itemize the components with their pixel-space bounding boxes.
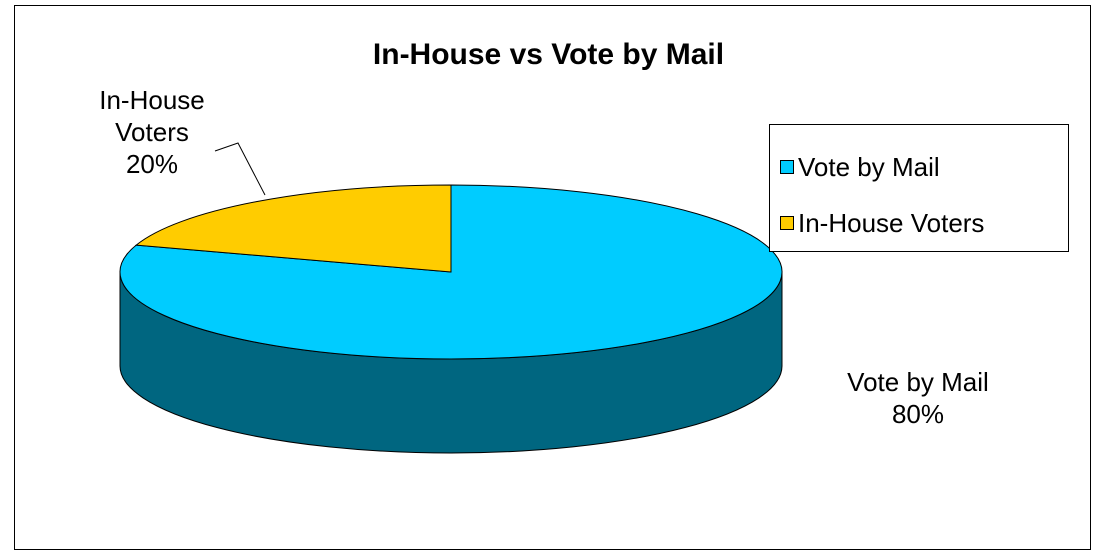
legend: Vote by Mail In-House Voters <box>769 124 1069 252</box>
chart-title: In-House vs Vote by Mail <box>372 38 725 71</box>
legend-swatch-vote-by-mail <box>780 160 794 174</box>
legend-swatch-in-house-voters <box>780 216 794 230</box>
legend-item-in-house-voters: In-House Voters <box>780 205 984 241</box>
pie-slice-vote-by-mail <box>119 184 783 360</box>
legend-label: Vote by Mail <box>798 151 940 182</box>
leader-line <box>214 142 266 196</box>
data-label-percent: 80% <box>891 399 945 429</box>
data-label-line: Voters <box>115 117 189 147</box>
data-label-in-house-voters: In-House Voters 20% <box>72 84 232 180</box>
legend-item-vote-by-mail: Vote by Mail <box>780 149 940 185</box>
legend-label: In-House Voters <box>798 207 985 238</box>
data-label-line: In-House <box>99 85 205 115</box>
data-label-vote-by-mail: Vote by Mail 80% <box>828 366 1008 430</box>
data-label-percent: 20% <box>125 149 179 179</box>
data-label-line: Vote by Mail <box>847 367 989 397</box>
pie-slice-in-house-voters <box>134 184 452 273</box>
